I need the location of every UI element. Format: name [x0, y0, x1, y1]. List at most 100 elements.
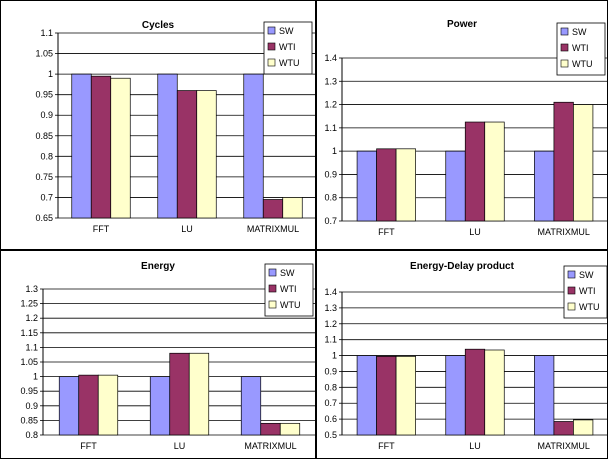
- legend-label-wti: WTI: [280, 284, 297, 294]
- y-tick-label: 1.4: [324, 287, 337, 297]
- x-tick-label: MATRIXMUL: [247, 224, 299, 234]
- y-tick-label: 1.1: [25, 342, 38, 352]
- bar-wti-lu: [464, 121, 486, 222]
- legend-swatch-wtu: [268, 300, 277, 309]
- bar-sw-fft: [58, 376, 80, 436]
- x-tick-label: MATRIXMUL: [537, 441, 589, 451]
- y-tick-label: 0.75: [35, 172, 53, 182]
- y-tick-label: 1.1: [324, 123, 337, 133]
- y-tick-label: 1.15: [20, 328, 38, 338]
- chart-title: Energy: [141, 261, 175, 272]
- y-tick-label: 1: [33, 372, 38, 382]
- legend-label-wti: WTI: [279, 42, 296, 52]
- bar-wti-lu: [176, 90, 198, 219]
- bar-wtu-lu: [188, 352, 210, 436]
- bar-sw-matrixmul: [534, 150, 555, 222]
- bar-wtu-matrixmul: [573, 104, 594, 222]
- y-tick-label: 0.65: [35, 213, 53, 223]
- legend-swatch-wti: [560, 43, 569, 52]
- y-tick-label: 0.9: [40, 110, 53, 120]
- y-tick-label: 0.8: [25, 430, 38, 440]
- bar-wtu-fft: [395, 148, 416, 222]
- x-tick-label: MATRIXMUL: [537, 227, 589, 237]
- y-tick-label: 1.25: [20, 299, 38, 309]
- chart-title: Cycles: [142, 20, 175, 31]
- y-tick-label: 1.3: [25, 284, 38, 294]
- bar-sw-matrixmul: [243, 73, 264, 219]
- bar-wti-matrixmul: [553, 101, 574, 222]
- bar-wti-fft: [78, 374, 99, 436]
- x-tick-label: FFT: [378, 227, 395, 237]
- legend-label-sw: SW: [572, 27, 587, 37]
- bar-wtu-matrixmul: [573, 419, 594, 436]
- chart-panel-4: 0.5 0.6 0.7 0.8 0.9 1 1.1 1.2 1.3 1.4 FFT LU MATRIXM…: [316, 250, 608, 459]
- bar-sw-matrixmul: [240, 376, 262, 436]
- legend-label-wtu: WTU: [579, 302, 600, 312]
- y-tick-label: 1.4: [324, 53, 337, 63]
- y-tick-label: 0.8: [40, 151, 53, 161]
- chart-title: Power: [447, 19, 477, 30]
- bar-wtu-lu: [484, 349, 505, 436]
- bar-wti-fft: [90, 75, 112, 219]
- y-tick-label: 0.7: [40, 192, 53, 202]
- bar-wti-matrixmul: [553, 421, 574, 436]
- y-tick-label: 0.7: [324, 398, 337, 408]
- y-tick-label: 1.2: [324, 100, 337, 110]
- bar-wtu-lu: [484, 121, 505, 222]
- y-tick-label: 1: [332, 146, 337, 156]
- legend-label-wtu: WTU: [279, 58, 300, 68]
- x-tick-label: LU: [469, 441, 481, 451]
- bar-wtu-fft: [97, 374, 119, 436]
- legend-label-sw: SW: [280, 268, 295, 278]
- legend-label-sw: SW: [279, 26, 294, 36]
- y-tick-label: 1.3: [324, 303, 337, 313]
- bar-wtu-lu: [196, 90, 217, 219]
- y-tick-label: 0.9: [324, 169, 337, 179]
- legend-swatch-sw: [567, 270, 576, 279]
- y-tick-label: 1.3: [324, 76, 337, 86]
- y-tick-label: 0.8: [324, 193, 337, 203]
- bar-wti-matrixmul: [262, 199, 284, 219]
- y-tick-label: 0.85: [35, 131, 53, 141]
- y-tick-label: 0.6: [324, 414, 337, 424]
- legend-swatch-sw: [560, 27, 569, 36]
- bar-wti-lu: [169, 352, 190, 436]
- y-tick-label: 1: [48, 69, 53, 79]
- bar-wtu-fft: [395, 356, 416, 436]
- x-tick-label: LU: [469, 227, 481, 237]
- y-tick-label: 1.05: [20, 357, 38, 367]
- panel-border: [0, 0, 316, 250]
- x-tick-label: FFT: [93, 224, 110, 234]
- y-tick-label: 1: [332, 351, 337, 361]
- bar-wtu-matrixmul: [282, 197, 303, 219]
- legend-swatch-wtu: [560, 59, 569, 68]
- legend-swatch-wtu: [567, 302, 576, 311]
- legend-label-wtu: WTU: [572, 59, 593, 69]
- y-tick-label: 0.9: [25, 401, 38, 411]
- y-tick-label: 1.2: [25, 313, 38, 323]
- bar-sw-lu: [157, 73, 178, 219]
- bar-sw-fft: [356, 355, 377, 436]
- y-tick-label: 0.9: [324, 366, 337, 376]
- x-tick-label: LU: [181, 224, 193, 234]
- legend-swatch-wti: [567, 286, 576, 295]
- bar-wti-fft: [376, 148, 397, 222]
- y-tick-label: 0.85: [20, 415, 38, 425]
- y-tick-label: 0.7: [324, 216, 337, 226]
- bar-wti-fft: [376, 356, 397, 436]
- x-tick-label: FFT: [378, 441, 395, 451]
- legend-label-wti: WTI: [579, 286, 596, 296]
- legend-swatch-wti: [267, 42, 276, 51]
- bar-sw-fft: [356, 150, 377, 222]
- y-tick-label: 0.5: [324, 430, 337, 440]
- bar-sw-lu: [445, 355, 466, 436]
- y-tick-label: 1.05: [35, 49, 53, 59]
- legend-swatch-wtu: [267, 58, 276, 67]
- legend-swatch-sw: [267, 26, 276, 35]
- y-tick-label: 0.8: [324, 382, 337, 392]
- bar-sw-matrixmul: [534, 355, 555, 436]
- legend-swatch-wti: [268, 284, 277, 293]
- bar-wtu-matrixmul: [279, 422, 301, 436]
- x-tick-label: LU: [174, 441, 186, 451]
- y-tick-label: 0.95: [35, 90, 53, 100]
